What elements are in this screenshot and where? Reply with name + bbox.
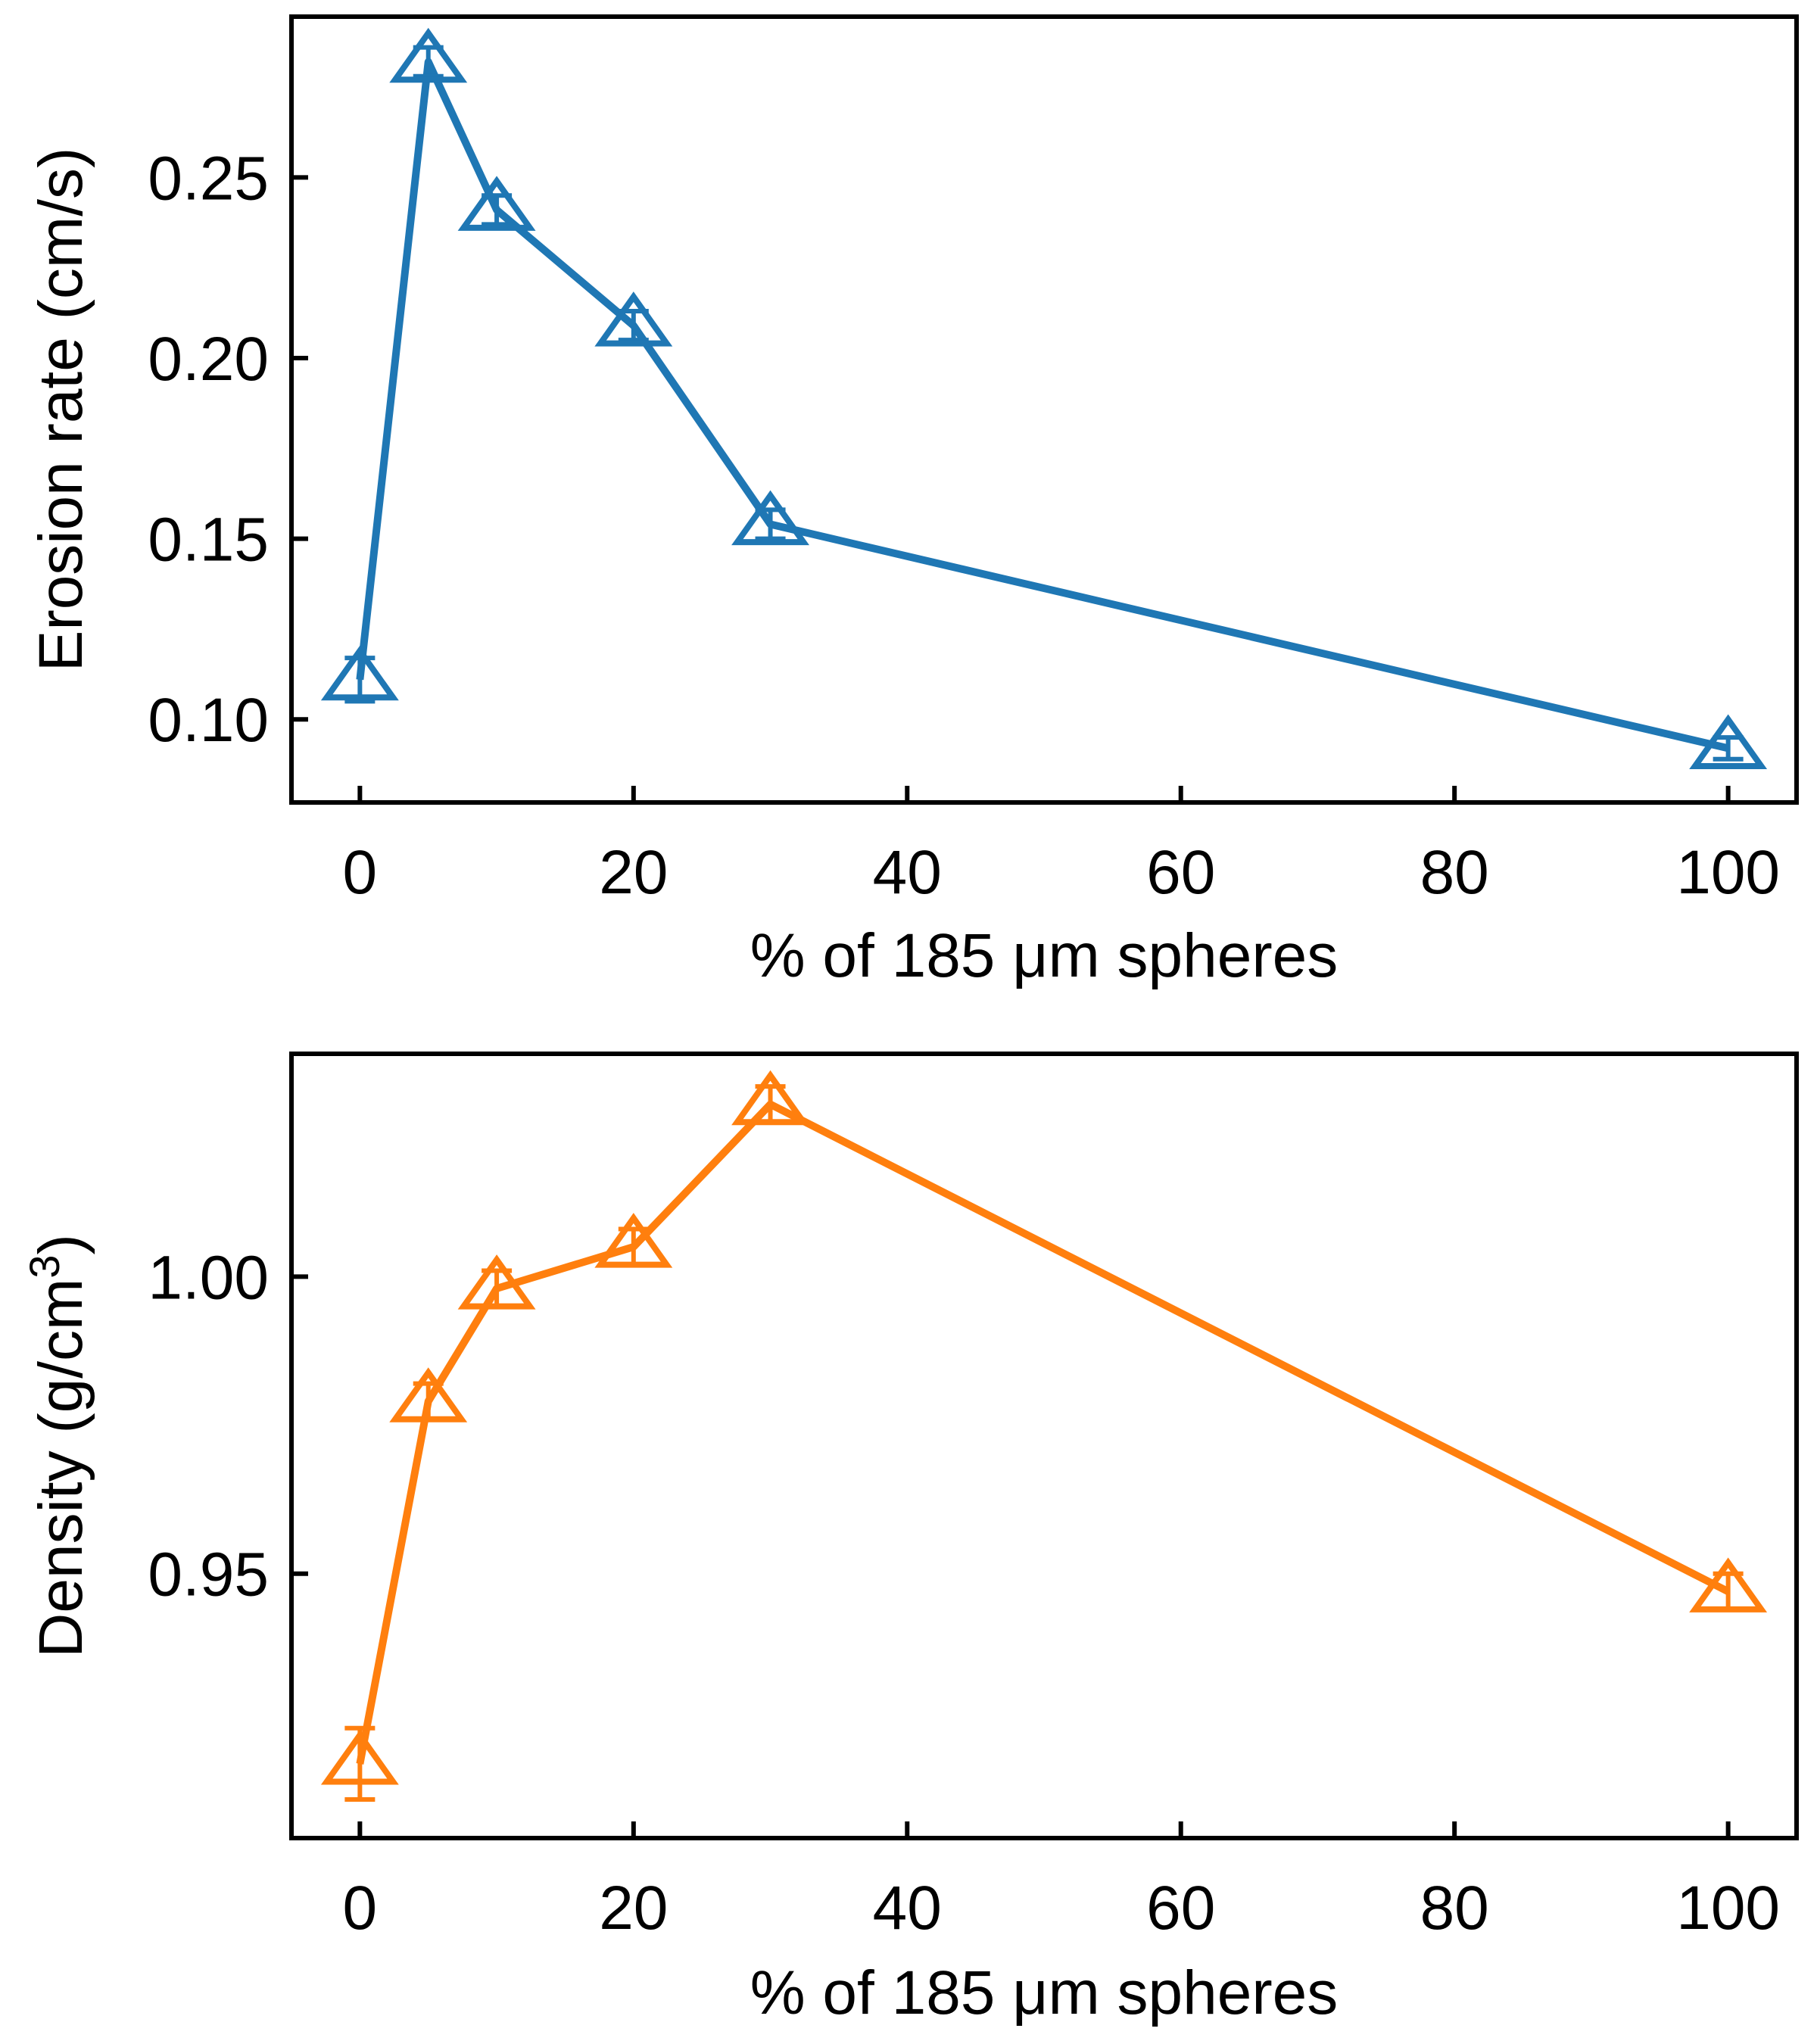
x-tick-label: 20 xyxy=(599,1874,668,1943)
data-point-marker xyxy=(1689,714,1768,769)
x-tick-label: 80 xyxy=(1420,1874,1489,1943)
x-axis-title: % of 185 μm spheres xyxy=(750,921,1339,990)
x-tick-label: 40 xyxy=(873,838,942,907)
y-tick-label: 0.15 xyxy=(148,506,269,575)
x-tick-label: 0 xyxy=(343,1874,378,1943)
axes-frame xyxy=(289,1052,1799,1840)
density-panel: 0 20 40 60 80 100 0.95 1.00 % of 185 μm spheres D… xyxy=(20,1052,1799,2027)
x-tick-label: 80 xyxy=(1420,838,1489,907)
erosion-rate-panel: 0 20 40 60 80 100 0.10 0.15 0.20 0.25 % of 185 μm … xyxy=(26,14,1799,990)
x-tick-label: 100 xyxy=(1676,838,1780,907)
data-point-marker xyxy=(320,1729,399,1785)
y-tick-label: 0.10 xyxy=(148,686,269,755)
data-point-marker xyxy=(594,291,673,347)
y-tick-label: 0.20 xyxy=(148,325,269,394)
x-tick-label: 60 xyxy=(1146,838,1215,907)
y-tick-label: 0.25 xyxy=(148,144,269,213)
y-axis-title: Density (g/cm3) xyxy=(20,1234,95,1658)
data-point-marker xyxy=(389,27,468,83)
data-point-marker xyxy=(731,490,809,546)
axes-frame xyxy=(289,14,1799,805)
x-tick-label: 0 xyxy=(343,838,378,907)
y-axis-title-end: ) xyxy=(26,1234,95,1254)
x-axis-title: % of 185 μm spheres xyxy=(750,1958,1339,2027)
data-point-marker xyxy=(731,1070,809,1126)
data-point-marker xyxy=(594,1213,673,1268)
x-tick-label: 100 xyxy=(1676,1874,1780,1943)
y-tick-label: 1.00 xyxy=(148,1243,269,1312)
data-point-marker xyxy=(389,1367,468,1422)
x-tick-label: 40 xyxy=(873,1874,942,1943)
error-bar xyxy=(344,656,376,704)
y-axis-title: Erosion rate (cm/s) xyxy=(26,148,95,672)
data-point-marker xyxy=(320,645,399,701)
data-point-marker xyxy=(457,1254,536,1310)
series-line xyxy=(356,1100,1730,1765)
y-axis-title-text: Density (g/cm xyxy=(26,1279,95,1658)
x-tick-label: 60 xyxy=(1146,1874,1215,1943)
y-tick-label: 0.95 xyxy=(148,1541,269,1609)
series-line xyxy=(356,58,1729,752)
y-axis-title-text: Erosion rate (cm/s) xyxy=(26,148,95,672)
y-axis-title-superscript: 3 xyxy=(20,1254,68,1278)
data-point-marker xyxy=(1689,1557,1768,1612)
x-tick-label: 20 xyxy=(599,838,668,907)
data-point-marker xyxy=(457,176,536,231)
